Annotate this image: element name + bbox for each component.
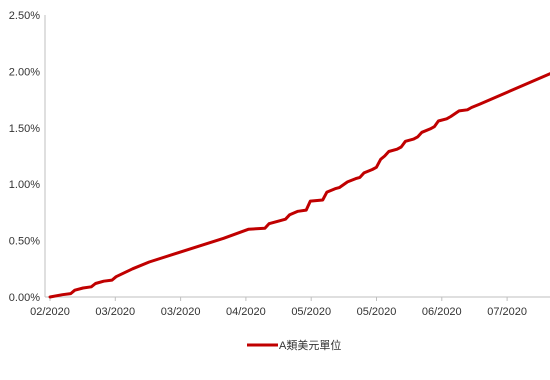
y-tick-label: 0.50%	[9, 236, 40, 248]
x-tick-label: 05/2020	[291, 306, 331, 318]
x-tick-marks	[49, 297, 508, 301]
x-tick-labels: 02/2020 03/2020 03/2020 04/2020 05/2020 05/20…	[30, 306, 527, 318]
x-tick-label: 03/2020	[95, 306, 135, 318]
x-tick-label: 03/2020	[161, 306, 201, 318]
series-line-a-class-usd	[48, 72, 550, 299]
y-tick-label: 2.00%	[9, 66, 40, 78]
x-tick-label: 04/2020	[226, 306, 266, 318]
y-tick-label: 0.00%	[9, 292, 40, 304]
x-tick-label: 05/2020	[357, 306, 397, 318]
x-tick-label: 07/2020	[487, 306, 527, 318]
y-tick-labels: 0.00% 0.50% 1.00% 1.50% 2.00% 2.50%	[9, 10, 40, 304]
legend: A類美元單位	[247, 338, 341, 352]
x-tick-label: 06/2020	[422, 306, 462, 318]
y-tick-label: 1.50%	[9, 123, 40, 135]
legend-label: A類美元單位	[279, 338, 341, 352]
y-tick-label: 2.50%	[9, 10, 40, 22]
y-tick-label: 1.00%	[9, 179, 40, 191]
x-tick-label: 02/2020	[30, 306, 70, 318]
